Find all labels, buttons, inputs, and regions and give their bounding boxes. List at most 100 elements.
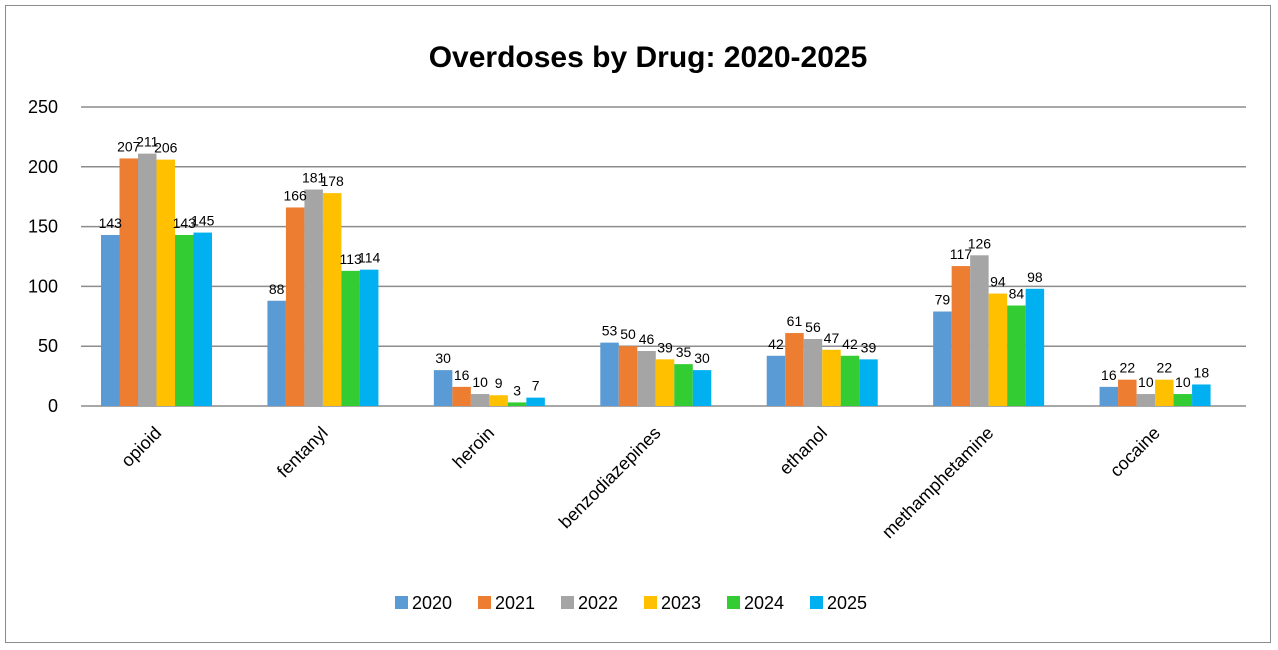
bars xyxy=(101,153,1211,406)
category-label: methamphetamine xyxy=(878,423,998,543)
bar xyxy=(970,255,989,406)
bar xyxy=(674,364,693,406)
bar xyxy=(1007,305,1026,406)
bar xyxy=(766,355,786,406)
legend-swatch xyxy=(810,596,823,609)
data-label: 61 xyxy=(787,313,803,329)
data-label: 16 xyxy=(1101,367,1117,383)
bar xyxy=(655,359,675,406)
data-label: 181 xyxy=(302,170,326,186)
chart-frame: Overdoses by Drug: 2020-2025 0 50 100 150 20… xyxy=(5,5,1271,643)
bar xyxy=(119,158,138,406)
bar xyxy=(1025,288,1045,406)
legend-swatch xyxy=(395,596,408,609)
bar xyxy=(285,207,305,406)
legend-label: 2025 xyxy=(827,593,867,613)
bar xyxy=(600,342,619,406)
legend: 2020 2021 2022 2023 2024 2025 xyxy=(395,593,867,613)
data-label: 113 xyxy=(340,251,363,267)
bar xyxy=(470,394,490,406)
legend-label: 2020 xyxy=(412,593,452,613)
y-tick-label: 0 xyxy=(48,396,58,416)
bar xyxy=(637,350,656,406)
data-label: 42 xyxy=(768,336,784,352)
data-label: 98 xyxy=(1027,269,1043,285)
bar xyxy=(341,270,360,406)
category-label: fentanyl xyxy=(273,423,332,482)
data-label: 9 xyxy=(495,375,503,391)
data-label: 22 xyxy=(1157,360,1173,376)
data-label: 53 xyxy=(602,323,618,339)
data-label: 207 xyxy=(117,138,141,154)
bar xyxy=(322,193,342,406)
data-label: 50 xyxy=(620,326,636,342)
data-label: 178 xyxy=(320,173,344,189)
data-label: 10 xyxy=(1138,374,1154,390)
chart-title: Overdoses by Drug: 2020-2025 xyxy=(429,41,868,74)
data-label: 46 xyxy=(639,331,655,347)
bar xyxy=(803,339,823,406)
data-label: 30 xyxy=(694,350,710,366)
y-tick-label: 50 xyxy=(38,336,58,356)
bar xyxy=(1099,386,1119,406)
category-label: cocaine xyxy=(1106,423,1164,481)
bar xyxy=(988,293,1008,406)
category-label: benzodiazepines xyxy=(555,423,665,533)
y-axis: 0 50 100 150 200 250 xyxy=(28,97,58,416)
data-label: 47 xyxy=(824,330,840,346)
data-label: 10 xyxy=(1175,374,1191,390)
bar xyxy=(822,349,841,406)
data-label: 18 xyxy=(1194,364,1210,380)
data-label: 56 xyxy=(805,319,821,335)
bar xyxy=(933,311,952,406)
legend-label: 2022 xyxy=(578,593,618,613)
y-tick-label: 250 xyxy=(28,97,58,117)
category-label: ethanol xyxy=(775,423,831,479)
data-label: 206 xyxy=(154,140,178,156)
data-label: 7 xyxy=(532,378,540,394)
legend-label: 2021 xyxy=(495,593,535,613)
bar xyxy=(175,234,194,406)
data-label: 79 xyxy=(935,292,951,308)
data-label: 16 xyxy=(454,367,470,383)
legend-swatch xyxy=(478,596,491,609)
bar xyxy=(951,266,971,406)
x-axis: opioid fentanyl heroin benzodiazepines ethan… xyxy=(117,423,1164,543)
bar xyxy=(101,234,120,406)
bar xyxy=(785,333,804,406)
data-label: 166 xyxy=(283,187,307,203)
bar xyxy=(433,370,453,406)
data-label: 145 xyxy=(191,213,215,229)
bar xyxy=(489,395,508,406)
data-label: 42 xyxy=(842,336,858,352)
bar xyxy=(1173,394,1193,406)
data-label: 143 xyxy=(99,215,123,231)
y-tick-label: 100 xyxy=(28,276,58,296)
y-tick-label: 150 xyxy=(28,217,58,237)
data-label: 117 xyxy=(950,246,973,262)
bar xyxy=(452,386,471,406)
data-label: 30 xyxy=(435,350,451,366)
data-label: 3 xyxy=(513,382,521,398)
legend-swatch xyxy=(727,596,740,609)
bar xyxy=(618,346,638,406)
bar xyxy=(526,397,545,406)
bar xyxy=(359,269,379,406)
bar xyxy=(507,402,527,406)
data-label: 126 xyxy=(968,235,992,251)
data-label: 143 xyxy=(173,215,197,231)
chart-svg: Overdoses by Drug: 2020-2025 0 50 100 150 20… xyxy=(28,41,1246,613)
bar xyxy=(156,159,175,406)
bar xyxy=(138,153,157,406)
data-label: 10 xyxy=(472,374,488,390)
bar xyxy=(840,355,860,406)
bar xyxy=(859,359,878,406)
bar xyxy=(304,189,323,406)
legend-label: 2024 xyxy=(744,593,784,613)
category-label: opioid xyxy=(117,423,165,471)
bar xyxy=(267,300,286,406)
legend-swatch xyxy=(644,596,657,609)
data-label: 94 xyxy=(990,274,1006,290)
bar xyxy=(1155,379,1174,406)
